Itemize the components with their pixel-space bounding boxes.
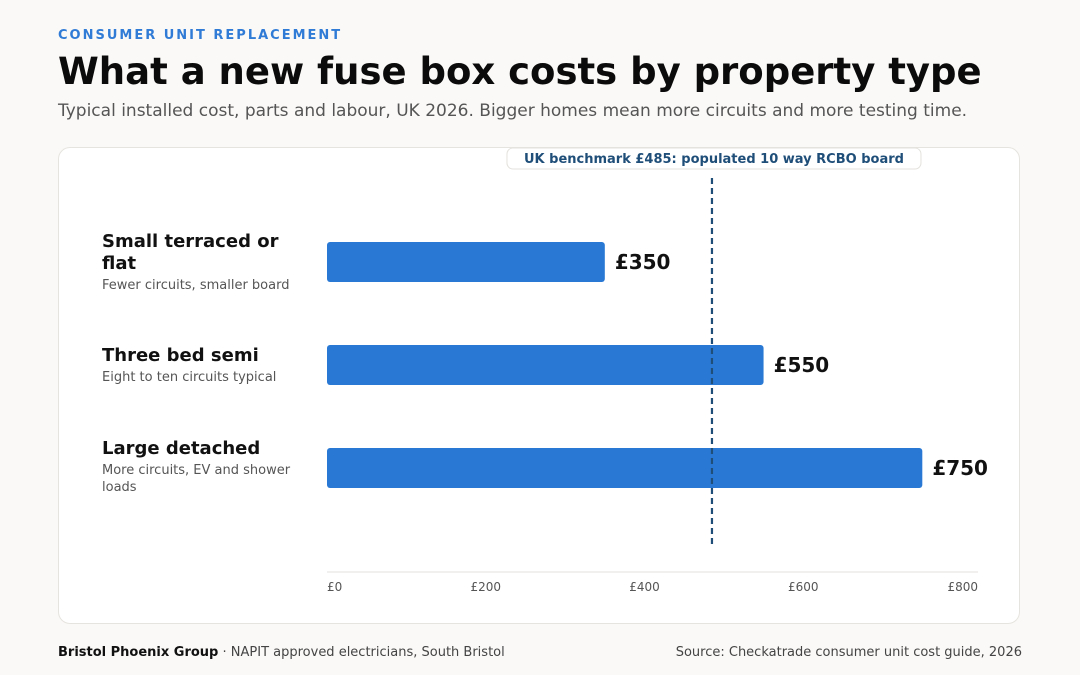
- footer-source: Source: Checkatrade consumer unit cost g…: [675, 645, 1022, 660]
- page-subtitle: Typical installed cost, parts and labour…: [58, 101, 968, 121]
- row-label-1: Three bed semi Eight to ten circuits typ…: [102, 345, 312, 386]
- x-tick-label: £0: [327, 580, 342, 594]
- category-description: Eight to ten circuits typical: [102, 370, 277, 385]
- x-tick-label: £800: [947, 580, 978, 594]
- brand-name: Bristol Phoenix Group: [58, 645, 219, 660]
- brand-tagline: · NAPIT approved electricians, South Bri…: [218, 645, 505, 660]
- category-description: More circuits, EV and shower loads: [102, 463, 291, 495]
- x-tick-label: £200: [470, 580, 501, 594]
- x-tick-label: £600: [788, 580, 819, 594]
- kicker: CONSUMER UNIT REPLACEMENT: [58, 28, 343, 43]
- benchmark-label: UK benchmark £485: populated 10 way RCBO…: [524, 152, 904, 167]
- row-label-2: Large detached More circuits, EV and sho…: [102, 438, 312, 496]
- chart-panel: [58, 147, 1020, 624]
- bar-value-label: £350: [615, 250, 671, 274]
- x-tick-label: £400: [629, 580, 660, 594]
- bar: [327, 448, 923, 488]
- row-label-0: Small terraced or flat Fewer circuits, s…: [102, 231, 312, 294]
- page-title: What a new fuse box costs by property ty…: [58, 50, 982, 93]
- category-description: Fewer circuits, smaller board: [102, 278, 290, 293]
- benchmark-label-box: [506, 147, 922, 170]
- footer-brand: Bristol Phoenix Group · NAPIT approved e…: [58, 645, 505, 660]
- category-label: Large detached: [102, 438, 261, 459]
- category-label: Three bed semi: [102, 345, 259, 366]
- bar: [327, 242, 605, 282]
- bar-value-label: £750: [932, 456, 988, 480]
- bar-value-label: £550: [774, 353, 830, 377]
- bar: [327, 345, 764, 385]
- category-label: Small terraced or flat: [102, 231, 279, 274]
